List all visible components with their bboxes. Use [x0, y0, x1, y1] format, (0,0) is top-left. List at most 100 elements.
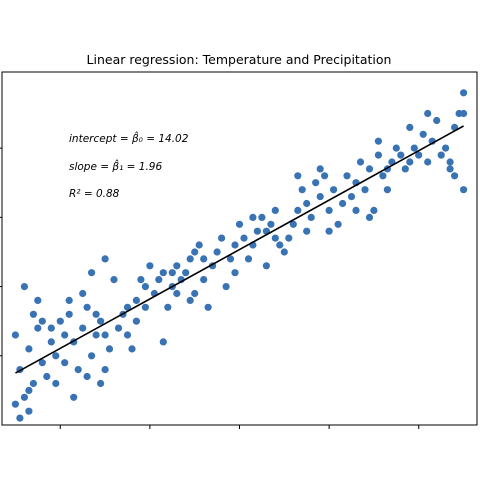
data-point [105, 345, 114, 353]
data-point [406, 123, 414, 131]
data-point [110, 276, 118, 284]
data-point [43, 372, 51, 381]
data-point [11, 331, 19, 339]
data-point [361, 186, 369, 194]
data-point [424, 158, 432, 166]
data-point [218, 234, 226, 242]
data-point [25, 407, 33, 415]
data-point [38, 359, 46, 367]
data-point [141, 283, 149, 291]
data-point [235, 220, 244, 228]
data-point [88, 352, 96, 360]
data-point [159, 269, 167, 277]
data-point [289, 220, 297, 228]
data-point [173, 289, 181, 298]
data-point [374, 151, 382, 159]
data-point [397, 151, 405, 159]
data-point [460, 109, 468, 118]
data-point [334, 220, 342, 228]
data-point [173, 262, 181, 270]
data-point [25, 345, 33, 353]
data-point [294, 206, 302, 214]
data-point [374, 137, 382, 145]
data-point [182, 269, 190, 277]
data-point [65, 310, 73, 318]
data-point [65, 296, 73, 304]
data-point [38, 317, 46, 325]
data-point [92, 331, 100, 339]
data-point [226, 255, 235, 263]
data-point [303, 227, 311, 235]
data-point [70, 393, 78, 401]
data-point [123, 303, 132, 311]
data-point [132, 317, 140, 325]
data-point [191, 289, 199, 298]
regression-line [15, 125, 464, 374]
data-point [370, 206, 378, 214]
data-point [159, 338, 167, 346]
data-point [406, 158, 414, 166]
data-point [244, 255, 253, 263]
data-point [451, 172, 459, 180]
data-point [74, 366, 82, 374]
data-point [83, 372, 91, 381]
data-point [258, 213, 266, 221]
data-point [312, 179, 320, 187]
data-point [11, 400, 19, 408]
data-point [137, 276, 145, 284]
data-point [240, 234, 248, 242]
data-point [401, 165, 409, 173]
data-point [204, 303, 212, 311]
data-point [249, 213, 257, 221]
data-point [379, 172, 387, 180]
data-point [97, 317, 105, 325]
data-point [339, 199, 347, 208]
data-point [200, 255, 208, 263]
data-point [47, 338, 55, 346]
data-point [83, 303, 91, 311]
data-point [424, 109, 432, 118]
data-point [294, 172, 302, 180]
data-point [186, 296, 194, 304]
data-point [34, 296, 42, 304]
data-point [20, 283, 28, 291]
data-point [97, 379, 105, 388]
data-point [271, 234, 279, 242]
data-point [383, 186, 391, 194]
axis-ticks [0, 147, 420, 429]
data-point [442, 144, 450, 152]
data-point [146, 262, 154, 270]
data-point [446, 158, 454, 166]
data-point [29, 310, 37, 318]
data-point [392, 144, 400, 152]
data-point [356, 158, 365, 166]
data-point [222, 283, 230, 291]
data-point [213, 248, 221, 256]
data-point [191, 248, 199, 256]
data-point [88, 269, 96, 277]
data-point [419, 130, 427, 138]
r2-annotation: R² = 0.88 [69, 188, 120, 200]
data-point [52, 352, 60, 360]
data-point [437, 151, 445, 159]
slope-annotation: slope = β̂₁ = 1.96 [69, 159, 162, 173]
data-point [460, 89, 468, 97]
data-point [460, 186, 468, 194]
data-point [128, 345, 136, 353]
intercept-annotation: intercept = β̂₀ = 14.02 [69, 131, 189, 145]
data-point [276, 241, 284, 249]
data-point [101, 255, 109, 263]
data-point [307, 213, 315, 221]
data-point [433, 116, 441, 125]
data-point [61, 359, 69, 367]
plot-area [1, 71, 478, 426]
data-point [186, 255, 194, 263]
data-point [365, 165, 374, 173]
data-point [343, 172, 351, 180]
data-point [155, 276, 163, 284]
data-point [164, 303, 172, 311]
data-point [316, 165, 324, 173]
data-point [280, 248, 288, 256]
data-point [285, 234, 293, 242]
